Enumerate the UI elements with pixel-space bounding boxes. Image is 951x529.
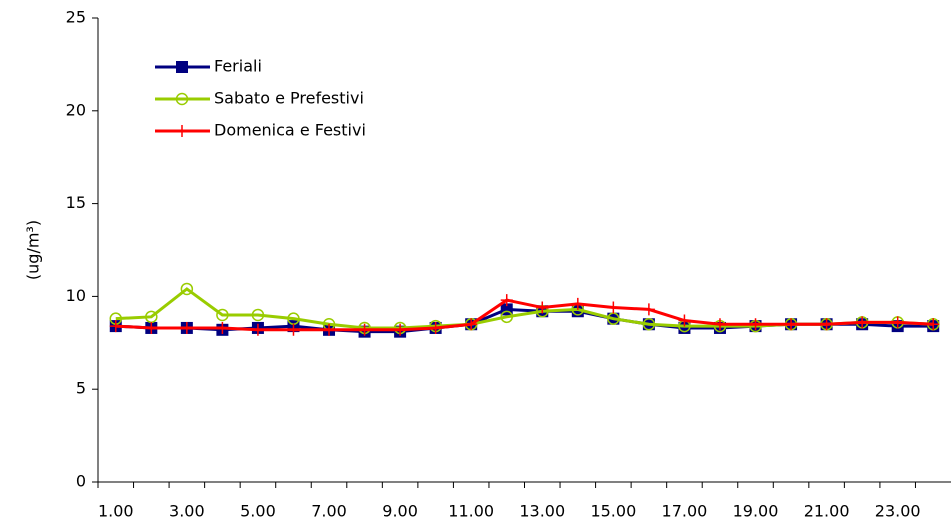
marker [176,125,188,137]
marker [571,297,584,310]
marker [927,318,940,331]
marker [465,318,478,331]
marker [180,282,194,296]
legend-label: Sabato e Prefestivi [214,89,364,108]
x-tick-label: 19.00 [733,502,779,521]
x-tick-label: 17.00 [662,502,708,521]
marker [785,318,798,331]
y-axis-label: (ug/m³) [24,220,43,280]
marker [175,92,189,106]
marker [394,323,407,336]
marker [500,310,513,324]
marker [642,303,655,316]
x-tick-label: 11.00 [448,502,494,521]
y-tick-label: 15 [66,193,86,212]
y-tick-label: 10 [66,286,86,305]
y-tick-label: 5 [76,379,86,398]
marker [287,323,300,336]
series-line [115,287,934,330]
marker [216,308,229,322]
x-tick-label: 13.00 [519,502,565,521]
legend-label: Domenica e Festivi [214,121,366,140]
x-tick-label: 1.00 [98,502,134,521]
marker [607,301,620,314]
marker [642,317,656,331]
marker [500,303,513,316]
x-tick-label: 15.00 [590,502,636,521]
marker [180,321,193,334]
marker [820,318,833,331]
marker [251,323,264,336]
marker [749,318,762,331]
legend-label: Feriali [214,57,262,76]
marker [176,61,188,73]
x-tick-label: 21.00 [804,502,850,521]
x-tick-label: 23.00 [875,502,921,521]
marker [429,321,442,334]
marker [678,314,691,327]
marker [713,318,726,331]
y-tick-label: 0 [76,472,86,491]
marker [251,308,265,322]
marker [358,323,371,336]
marker [500,294,513,307]
marker [109,320,122,333]
marker [856,316,869,329]
marker [891,316,904,329]
y-tick-label: 25 [66,8,86,27]
marker [145,321,158,334]
x-tick-label: 5.00 [240,502,276,521]
marker [323,323,336,336]
marker [536,301,549,314]
y-tick-label: 20 [66,100,86,119]
x-tick-label: 7.00 [311,502,347,521]
marker [216,321,229,334]
x-tick-label: 3.00 [169,502,205,521]
x-tick-label: 9.00 [382,502,418,521]
